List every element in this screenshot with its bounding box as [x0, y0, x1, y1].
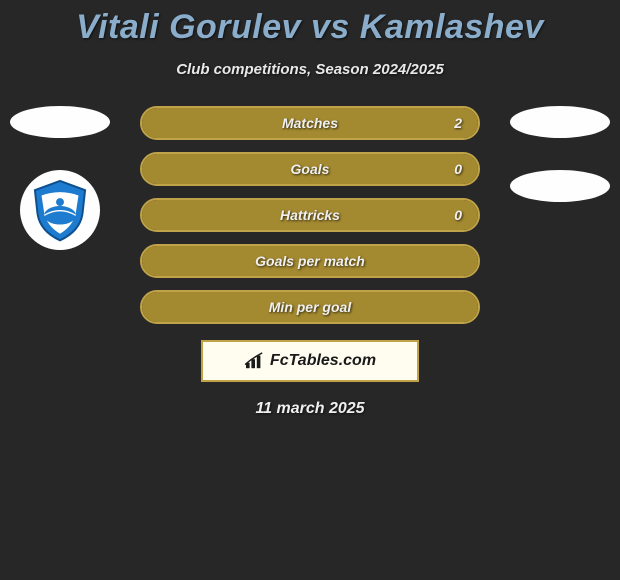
player2-column [510, 106, 610, 202]
stat-label: Goals per match [255, 253, 365, 269]
stat-value: 0 [454, 161, 462, 177]
stat-row: Hattricks 0 [140, 198, 480, 232]
stat-row: Goals 0 [140, 152, 480, 186]
stat-row: Min per goal [140, 290, 480, 324]
player1-column [10, 106, 110, 250]
stat-row: Goals per match [140, 244, 480, 278]
stat-row: Matches 2 [140, 106, 480, 140]
player1-avatar [10, 106, 110, 138]
stat-label: Min per goal [269, 299, 351, 315]
stat-label: Hattricks [280, 207, 340, 223]
page-subtitle: Club competitions, Season 2024/2025 [0, 61, 620, 78]
attribution-text: FcTables.com [270, 352, 376, 370]
footer-date: 11 march 2025 [0, 400, 620, 418]
stat-label: Goals [291, 161, 330, 177]
comparison-content: Matches 2 Goals 0 Hattricks 0 Goals per match M… [0, 106, 620, 418]
stats-list: Matches 2 Goals 0 Hattricks 0 Goals per match M… [140, 106, 480, 324]
stat-value: 0 [454, 207, 462, 223]
player1-club-badge [20, 170, 100, 250]
stat-value: 2 [454, 115, 462, 131]
player2-club-badge [510, 170, 610, 202]
page-title: Vitali Gorulev vs Kamlashev [0, 0, 620, 47]
attribution-badge: FcTables.com [201, 340, 419, 382]
bar-chart-icon [244, 352, 266, 370]
shield-icon [27, 177, 93, 243]
stat-label: Matches [282, 115, 338, 131]
player2-avatar [510, 106, 610, 138]
